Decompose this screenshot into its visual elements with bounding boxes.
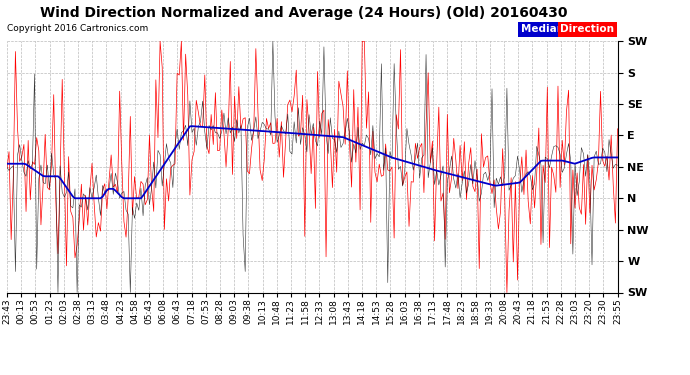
Text: Copyright 2016 Cartronics.com: Copyright 2016 Cartronics.com <box>7 24 148 33</box>
Text: Median: Median <box>521 24 564 34</box>
Text: Wind Direction Normalized and Average (24 Hours) (Old) 20160430: Wind Direction Normalized and Average (2… <box>40 6 567 20</box>
Text: Direction: Direction <box>560 24 614 34</box>
